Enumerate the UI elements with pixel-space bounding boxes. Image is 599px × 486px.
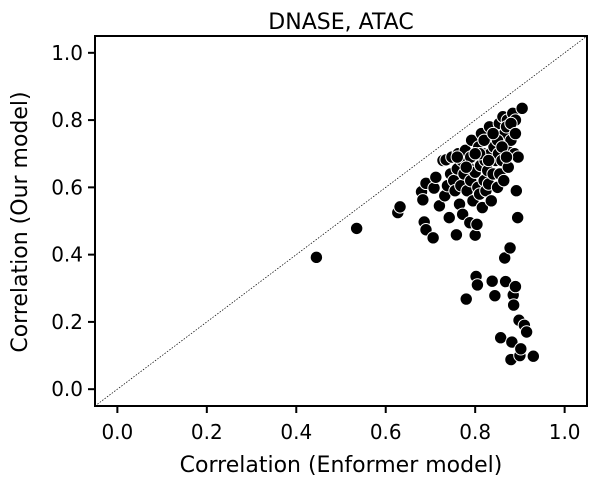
data-point — [508, 126, 523, 141]
data-point — [486, 126, 500, 141]
data-point — [497, 173, 511, 188]
y-tick-label: 0.2 — [51, 310, 83, 334]
data-point — [493, 331, 508, 345]
data-point — [510, 210, 525, 225]
data-point — [484, 194, 498, 208]
data-point — [509, 184, 524, 198]
data-point — [459, 292, 473, 306]
y-tick-label: 0.0 — [51, 377, 83, 401]
data-point — [514, 342, 528, 356]
reference-line — [95, 36, 587, 406]
x-axis-label: Correlation (Enformer model) — [180, 453, 503, 478]
data-point — [485, 274, 499, 288]
x-tick-label: 0.6 — [370, 420, 402, 444]
data-point — [309, 250, 324, 265]
data-point — [503, 241, 517, 255]
y-axis-ticks: 0.0 0.2 0.4 0.6 0.8 1.0 — [51, 41, 95, 401]
x-tick-label: 0.0 — [101, 420, 133, 444]
data-point — [470, 278, 485, 292]
data-point — [349, 221, 364, 236]
data-point — [477, 133, 491, 147]
plot-area — [94, 35, 588, 407]
chart-title: DNASE, ATAC — [268, 10, 413, 35]
data-point — [475, 200, 490, 215]
y-tick-label: 1.0 — [51, 41, 83, 65]
data-point — [515, 101, 529, 116]
x-tick-label: 0.2 — [191, 420, 223, 444]
y-axis-label: Correlation (Our model) — [8, 91, 33, 352]
data-point — [511, 150, 525, 164]
data-point — [499, 150, 514, 164]
data-point — [481, 153, 496, 168]
data-point — [468, 147, 482, 161]
data-point — [442, 210, 456, 225]
data-point — [488, 288, 502, 303]
y-tick-label: 0.4 — [51, 243, 83, 267]
points-group — [309, 101, 541, 367]
data-point — [450, 150, 464, 164]
x-tick-label: 1.0 — [549, 420, 581, 444]
data-point — [416, 193, 430, 207]
data-point — [449, 228, 464, 242]
data-point — [393, 200, 407, 214]
x-tick-label: 0.8 — [459, 420, 491, 444]
data-point — [526, 349, 541, 363]
x-tick-label: 0.4 — [280, 420, 312, 444]
data-point — [505, 335, 519, 349]
y-tick-label: 0.6 — [51, 175, 83, 199]
data-point — [470, 217, 484, 232]
x-axis-ticks: 0.0 0.2 0.4 0.6 0.8 1.0 — [101, 406, 581, 444]
data-point — [459, 160, 473, 174]
y-tick-label: 0.8 — [51, 108, 83, 132]
data-point — [429, 170, 443, 184]
plot-frame — [94, 35, 588, 407]
data-point — [506, 298, 521, 312]
data-point — [508, 279, 523, 294]
data-point — [426, 231, 440, 245]
data-point — [519, 325, 534, 339]
